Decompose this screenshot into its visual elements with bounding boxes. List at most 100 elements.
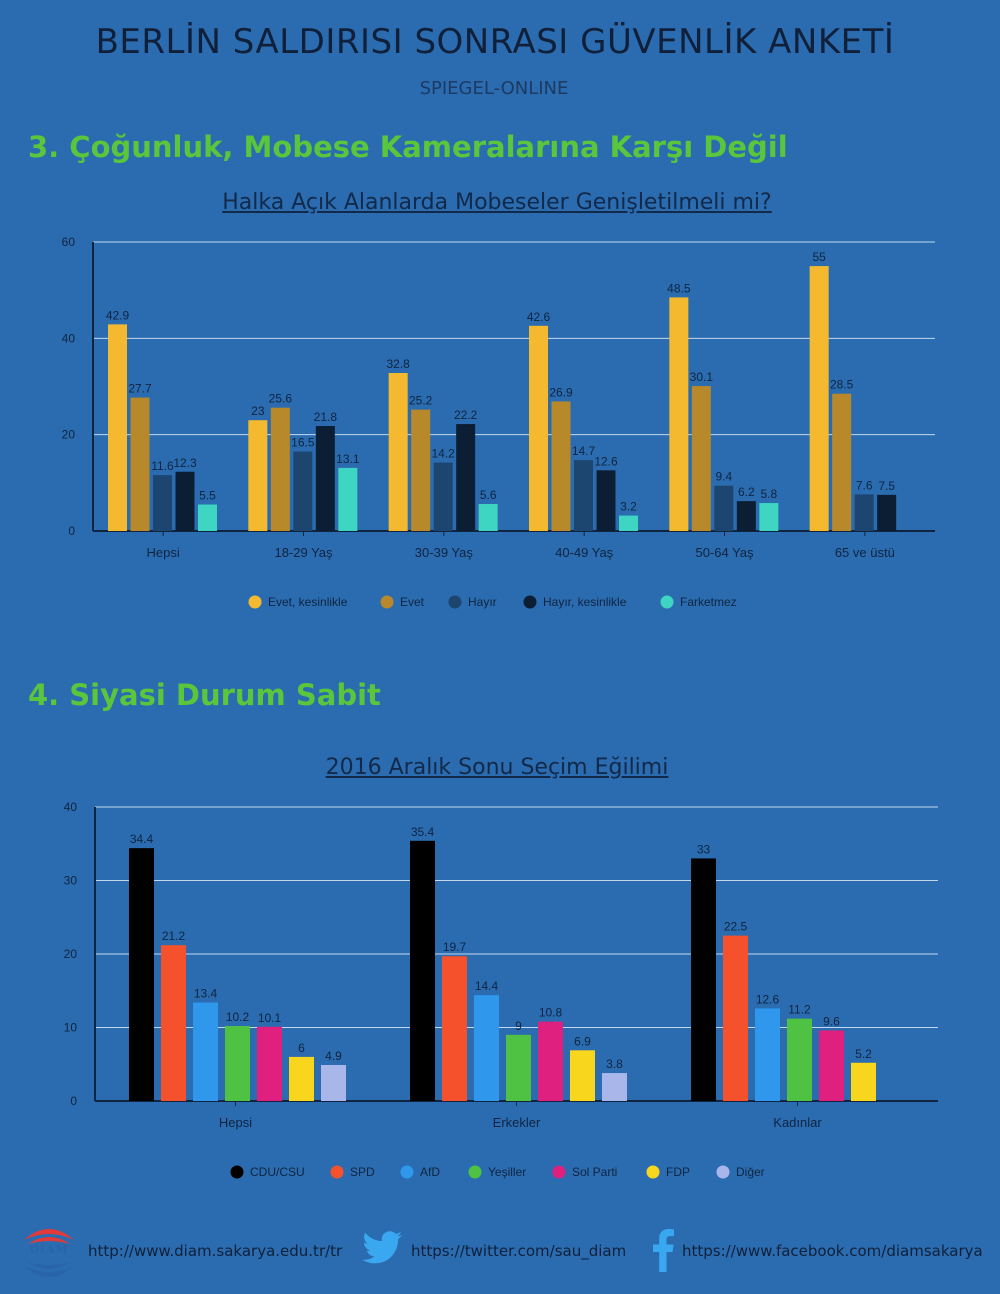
data-label: 6.2 — [738, 485, 755, 499]
bar-evet — [270, 407, 290, 531]
bar-yeşiller — [787, 1018, 812, 1101]
legend-marker — [716, 1165, 730, 1179]
x-tick-label: Erkekler — [493, 1115, 541, 1130]
data-label: 9.6 — [823, 1014, 840, 1028]
data-label: 14.4 — [475, 979, 499, 993]
bar-hayır — [433, 462, 453, 531]
facebook-f-icon — [653, 1229, 674, 1272]
bar-spd — [723, 935, 748, 1101]
footer: DİAM http://www.diam.sakarya.edu.tr/tr h… — [0, 1210, 1000, 1294]
data-label: 33 — [697, 842, 711, 856]
bar-hayır — [854, 494, 874, 531]
data-label: 42.9 — [106, 308, 130, 322]
y-tick-label: 10 — [64, 1021, 78, 1035]
legend-label: Hayır, kesinlikle — [543, 595, 627, 609]
bar-sol-parti — [538, 1021, 563, 1101]
bar-evet-kesinlikle — [248, 420, 268, 531]
data-label: 32.8 — [386, 357, 410, 371]
legend-label: Farketmez — [680, 595, 737, 609]
bar-farketmez — [338, 467, 358, 531]
y-tick-label: 20 — [62, 428, 76, 442]
data-label: 14.7 — [572, 444, 596, 458]
legend-label: Hayır — [468, 595, 497, 609]
data-label: 25.6 — [269, 392, 293, 406]
bar-hayır-kesinlikle — [175, 471, 195, 531]
page-subtitle: SPIEGEL-ONLINE — [419, 78, 569, 99]
website-link[interactable]: http://www.diam.sakarya.edu.tr/tr — [88, 1242, 343, 1260]
bar-sol-parti — [819, 1030, 844, 1101]
data-label: 10.2 — [226, 1010, 250, 1024]
x-tick-label: 40-49 Yaş — [555, 545, 614, 560]
data-label: 10.1 — [258, 1011, 282, 1025]
legend-marker — [330, 1165, 344, 1179]
diam-logo — [24, 1229, 74, 1277]
data-label: 19.7 — [443, 940, 467, 954]
data-label: 3.2 — [620, 500, 637, 514]
legend-label: Sol Parti — [572, 1165, 617, 1179]
bar-farketmez — [759, 503, 779, 531]
legend-label: CDU/CSU — [250, 1165, 305, 1179]
data-label: 26.9 — [549, 385, 573, 399]
data-label: 14.2 — [431, 447, 455, 461]
data-label: 23 — [251, 404, 265, 418]
diam-logo-text: DİAM — [29, 1243, 69, 1256]
bar-yeşiller — [506, 1034, 531, 1101]
twitter-link[interactable]: https://twitter.com/sau_diam — [411, 1242, 627, 1260]
bar-evet-kesinlikle — [809, 266, 829, 531]
bar-hayır-kesinlikle — [315, 425, 335, 531]
data-label: 25.2 — [409, 394, 433, 408]
data-label: 12.3 — [173, 456, 197, 470]
legend-marker — [468, 1165, 482, 1179]
bar-fdp — [289, 1056, 314, 1101]
legend-label: Evet — [400, 595, 425, 609]
bar-spd — [442, 956, 467, 1101]
page-title: BERLİN SALDIRISI SONRASI GÜVENLİK ANKETİ — [95, 22, 895, 62]
y-tick-label: 40 — [64, 800, 78, 814]
data-label: 30.1 — [690, 370, 714, 384]
bar-evet-kesinlikle — [108, 324, 127, 531]
election-trend-chart: 0 10 20 30 40 Hepsi 34.4 21.2 13.4 10.2 10.1 6 4.9 Er… — [64, 800, 938, 1179]
data-label: 21.8 — [314, 410, 338, 424]
data-label: 12.6 — [594, 454, 618, 468]
bar-cdu-csu — [691, 858, 716, 1101]
bar-evet-kesinlikle — [388, 373, 408, 531]
data-label: 27.7 — [128, 382, 152, 396]
bar-hayır — [714, 485, 734, 531]
legend-marker — [523, 595, 537, 609]
bar-cdu-csu — [129, 848, 154, 1101]
bar-sol-parti — [257, 1026, 282, 1101]
data-label: 28.5 — [830, 378, 854, 392]
data-label: 21.2 — [162, 929, 186, 943]
section-3-heading: 3. Çoğunluk, Mobese Kameralarına Karşı D… — [28, 130, 788, 164]
x-tick-label: 30-39 Yaş — [415, 545, 474, 560]
legend-marker — [448, 595, 462, 609]
bar-spd — [161, 945, 186, 1101]
data-label: 7.6 — [856, 478, 873, 492]
legend-label: Evet, kesinlikle — [268, 595, 348, 609]
data-label: 9.4 — [715, 470, 732, 484]
legend-marker — [230, 1165, 244, 1179]
y-tick-label: 30 — [64, 874, 78, 888]
x-tick-label: Hepsi — [219, 1115, 252, 1130]
chart-2-title: 2016 Aralık Sonu Seçim Eğilimi — [325, 755, 669, 780]
data-label: 10.8 — [539, 1006, 563, 1020]
data-label: 35.4 — [411, 825, 435, 839]
data-label: 9 — [515, 1019, 522, 1033]
bar-cdu-csu — [410, 840, 435, 1101]
bar-farketmez — [198, 504, 217, 531]
bar-fdp — [851, 1062, 876, 1101]
bar-hayır — [293, 451, 313, 531]
legend-label: AfD — [420, 1165, 440, 1179]
facebook-link[interactable]: https://www.facebook.com/diamsakarya — [682, 1242, 983, 1260]
y-tick-label: 0 — [68, 524, 75, 538]
data-label: 13.4 — [194, 987, 218, 1001]
y-tick-label: 40 — [62, 331, 76, 345]
bar-evet — [411, 409, 431, 531]
bar-yeşiller — [225, 1026, 250, 1101]
data-label: 7.5 — [878, 479, 895, 493]
data-label: 55 — [812, 250, 826, 264]
bar-evet-kesinlikle — [529, 325, 548, 531]
data-label: 5.5 — [199, 489, 216, 503]
bar-evet-kesinlikle — [669, 297, 689, 531]
data-label: 5.6 — [480, 488, 497, 502]
